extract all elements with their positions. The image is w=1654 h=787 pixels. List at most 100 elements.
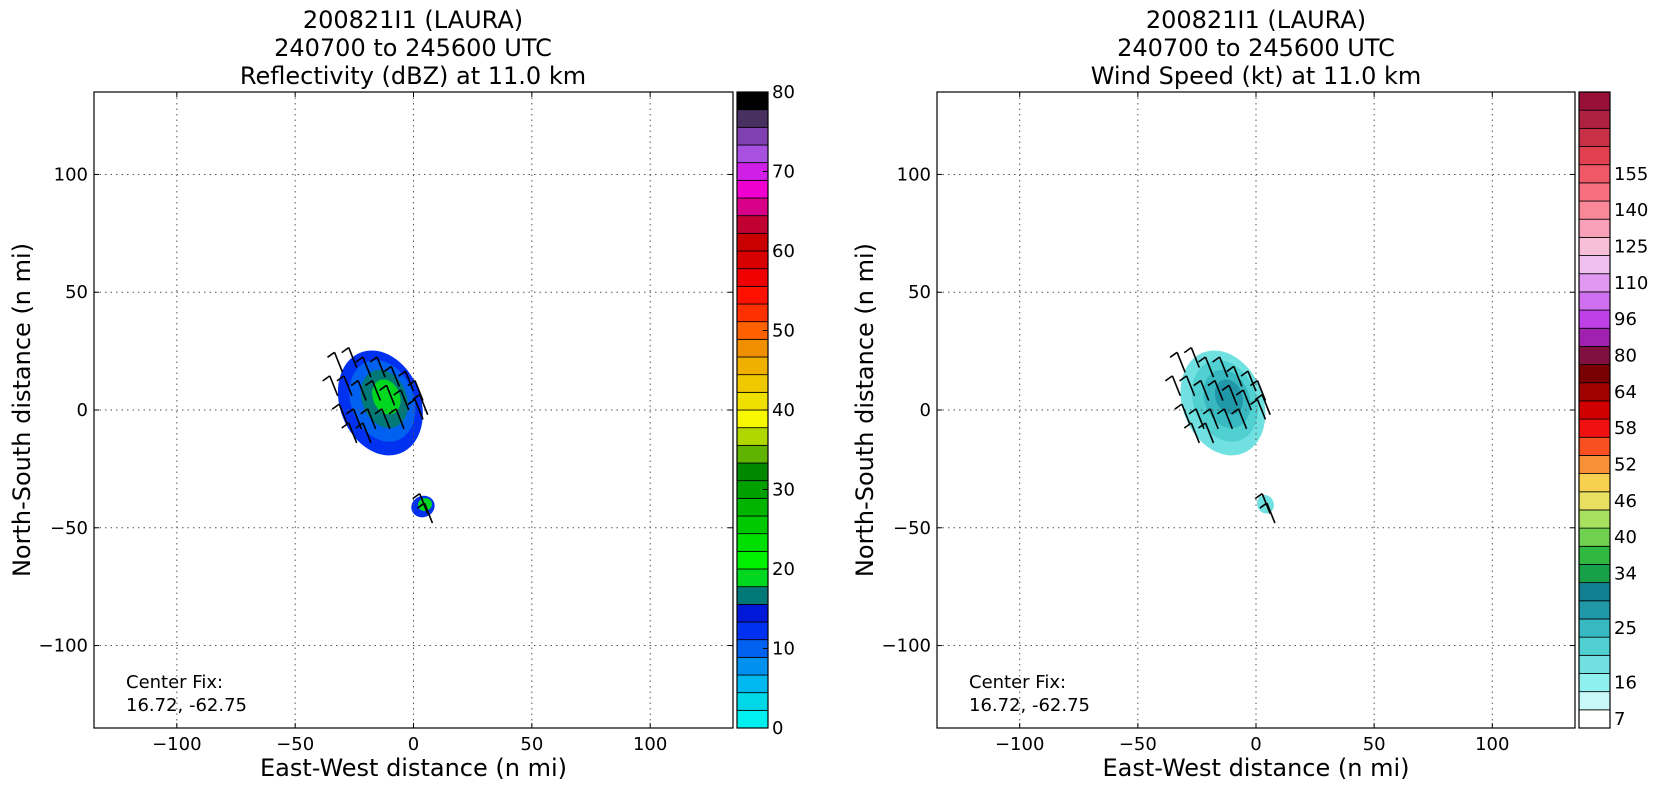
chart-title-line: 240700 to 245600 UTC [1117, 34, 1395, 62]
colorbar-swatch [1578, 236, 1611, 256]
wind-barb-feather [416, 502, 425, 509]
wind-barb-feather [360, 408, 369, 415]
wind-barb-feather [355, 422, 364, 429]
wind-barb-staff [1181, 403, 1191, 425]
colorbar-swatch [736, 550, 769, 570]
wind-barb-feather [379, 384, 388, 391]
wind-barb [360, 408, 377, 430]
y-tick-label: 50 [65, 282, 88, 303]
chart-title-line: 200821I1 (LAURA) [1146, 6, 1366, 34]
colorbar-swatch [736, 674, 769, 694]
wind-barb-feather [1249, 379, 1258, 387]
colorbar-swatch [1578, 455, 1611, 474]
wind-barb [1183, 346, 1201, 368]
y-tick-label: 100 [54, 164, 88, 185]
center-fix-annotation: Center Fix: [969, 672, 1066, 693]
colorbar-swatch [736, 215, 769, 234]
wind-barb-feather [322, 375, 331, 382]
echo-region-main [372, 379, 401, 415]
wind-barb-feather [1254, 394, 1263, 401]
wind-barb-feather [331, 403, 340, 410]
colorbar-swatch [736, 656, 769, 676]
wind-barb-staff [338, 403, 348, 425]
wind-barb-feather [412, 492, 421, 500]
colorbar-swatch [736, 285, 769, 305]
colorbar-tick-label: 30 [772, 480, 795, 501]
colorbar-swatch [1578, 382, 1611, 402]
wind-barb-staff [1209, 408, 1219, 430]
echo-region-main [1214, 379, 1244, 415]
colorbar-swatch [1578, 127, 1611, 147]
colorbar-swatch [1578, 364, 1611, 384]
colorbar-swatch [1578, 709, 1611, 729]
colorbar-swatch [736, 692, 769, 711]
wind-barb [1235, 389, 1253, 411]
colorbar-tick-label: 125 [1614, 236, 1648, 257]
colorbar-swatch [736, 709, 769, 729]
wind-barb-staff [1247, 370, 1257, 392]
colorbar-tick-label: 155 [1614, 164, 1648, 185]
colorbar-tick-label: 7 [1614, 709, 1625, 730]
colorbar-tick-label: 140 [1614, 200, 1648, 221]
y-tick-label: 0 [77, 400, 88, 421]
colorbar-tick-label: 80 [772, 82, 795, 103]
colorbar-tick-label: 96 [1614, 309, 1637, 330]
wind-barb [1183, 422, 1201, 444]
wind-barb-feather [1193, 379, 1202, 387]
colorbar-swatch [1578, 527, 1611, 547]
wind-barb-staff [1242, 389, 1253, 411]
wind-barb [1164, 375, 1182, 397]
x-tick-label: 0 [408, 734, 419, 755]
chart-panel-1: 200821I1 (LAURA)240700 to 245600 UTCRefl… [8, 6, 795, 782]
y-tick-label: 0 [920, 400, 931, 421]
wind-barb [1221, 384, 1238, 406]
wind-barb-staff [1233, 366, 1243, 387]
colorbar-swatch [1578, 618, 1611, 638]
colorbar-swatch [736, 409, 769, 429]
colorbar-tick-label: 40 [1614, 527, 1637, 548]
wind-barb-staff [329, 375, 339, 397]
colorbar: 7 16 25 34 40 46 52 58 64 80 96 110 125 140 155 [1578, 91, 1648, 730]
y-tick-label: 50 [908, 282, 931, 303]
wind-barb-staff [357, 380, 367, 401]
wind-barb-feather [355, 356, 364, 363]
colorbar-swatch [1578, 164, 1611, 184]
wind-barb [407, 398, 424, 420]
wind-barb-feather [393, 389, 402, 396]
x-tick-label: 100 [1475, 734, 1509, 755]
wind-barb [412, 394, 429, 416]
center-fix-annotation: 16.72, -62.75 [126, 695, 247, 716]
wind-barb [1198, 356, 1215, 378]
wind-barb [374, 408, 391, 430]
colorbar-swatch [736, 497, 769, 517]
wind-barb-feather [1249, 398, 1258, 406]
wind-barb-feather [412, 394, 421, 401]
colorbar-tick-label: 0 [772, 718, 783, 739]
wind-barb-staff [385, 384, 396, 406]
wind-barb-staff [1237, 408, 1248, 430]
colorbar-tick-label: 52 [1614, 455, 1637, 476]
wind-barb-feather [388, 408, 397, 415]
wind-barb [1254, 394, 1271, 416]
wind-barb [388, 408, 405, 430]
colorbar-swatch [736, 462, 769, 482]
wind-barb-feather [1226, 365, 1235, 373]
wind-barb [398, 370, 415, 392]
wind-barb [1226, 365, 1243, 387]
wind-barb-staff [1190, 347, 1201, 368]
x-tick-label: −50 [1119, 734, 1157, 755]
wind-barb-staff [404, 370, 415, 392]
colorbar-swatch [736, 338, 769, 358]
y-tick-label: −100 [882, 636, 931, 657]
wind-barb [355, 356, 372, 378]
wind-barb [393, 389, 410, 411]
wind-barb [1249, 379, 1267, 401]
wind-barb [355, 422, 372, 444]
colorbar-tick-label: 25 [1614, 618, 1637, 639]
colorbar-swatch [1578, 327, 1611, 347]
colorbar-swatch [736, 533, 769, 552]
colorbar-tick-label: 40 [772, 400, 795, 421]
wind-barb [1207, 379, 1224, 401]
wind-barb-staff [1256, 399, 1267, 420]
